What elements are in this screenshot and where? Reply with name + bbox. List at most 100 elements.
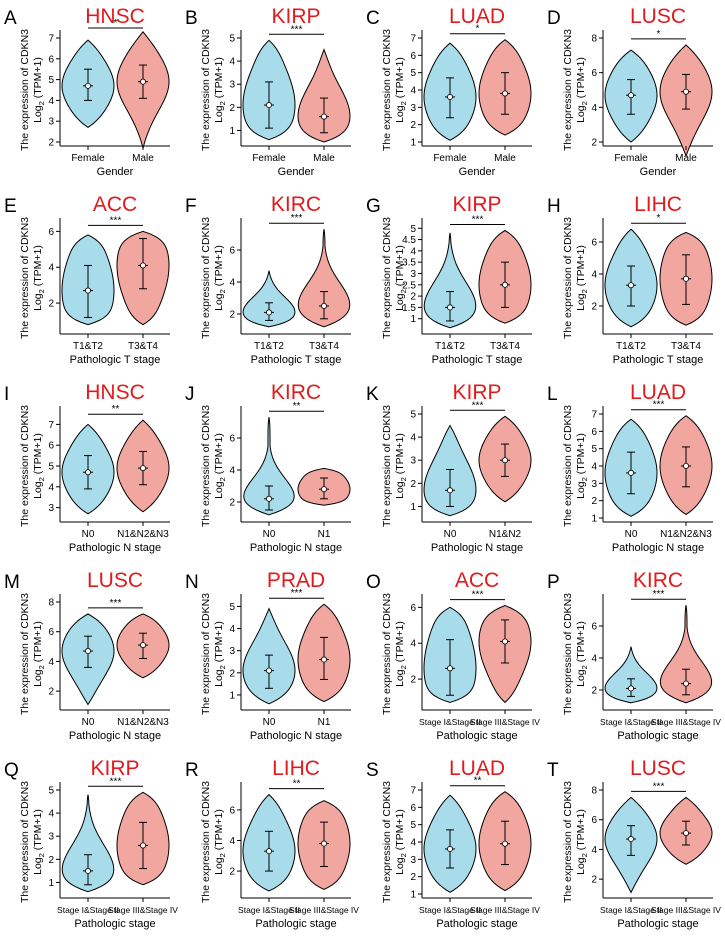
y-tick-label: 2 [410,872,416,883]
x-tick-label: T3&T4 [671,341,701,352]
y-axis-label: The expression of CDKN3 Log2 (TPM+1) [381,781,408,903]
y-axis-label-line1: The expression of CDKN3 [562,405,574,527]
y-tick-label: 6 [591,238,597,249]
y-axis-label-line2: Log2 (TPM+1) [213,433,227,499]
y-tick-label: 5 [410,68,416,79]
panel-title: HNSC [85,5,145,28]
median-point [628,469,635,476]
y-axis-label: The expression of CDKN3 Log2 (TPM+1) [19,593,46,715]
y-tick-label: 3 [48,832,54,843]
sig-label: *** [110,598,122,609]
y-axis-label-line2: Log2 (TPM+1) [394,245,408,311]
y-axis-label: The expression of CDKN3 Log2 (TPM+1) [200,217,227,339]
y-tick-label: 2 [229,668,235,679]
ylabel-sub: 2 [37,665,46,669]
panel-I: I HNSC The expression of CDKN3 Log2 (TPM+1)… [4,381,170,554]
ylabel-sub: 2 [37,853,46,857]
ylabel-tail: (TPM+1) [575,621,587,665]
median-point [447,845,454,852]
panel-title: KIRP [271,5,320,28]
x-axis-title: Pathologic stage [436,918,517,930]
panel-letter: K [366,384,379,405]
ylabel-sub: 2 [37,101,46,105]
y-axis-label-line2: Log2 (TPM+1) [394,809,408,875]
x-tick-label: Female [433,153,467,164]
sig-label: *** [653,400,665,411]
y-axis-label: The expression of CDKN3 Log2 (TPM+1) [19,217,46,339]
x-tick-label: T1&T2 [435,341,465,352]
y-axis-label: The expression of CDKN3 Log2 (TPM+1) [381,29,408,151]
ylabel-log: Log [213,293,225,311]
panel-title: LUAD [449,757,505,780]
panel-letter: Q [4,760,19,781]
x-tick-label: Stage I&Stage II [238,905,300,915]
sig-label: *** [110,776,122,787]
y-tick-label: 1 [410,314,416,325]
panel-title: LUSC [87,569,143,592]
median-point [266,309,273,316]
x-tick-label: Stage I&Stage II [419,905,481,915]
y-axis-label-line1: The expression of CDKN3 [200,593,212,715]
ylabel-sub: 2 [399,665,408,669]
x-tick-label: T1&T2 [616,341,646,352]
violin-2 [659,605,713,704]
x-tick-label: T3&T4 [309,341,339,352]
median-point [266,848,273,855]
ylabel-sub: 2 [399,101,408,105]
y-tick-label: 6 [48,54,54,65]
y-tick-label: 2 [48,855,54,866]
ylabel-tail: (TPM+1) [575,57,587,101]
y-tick-label: 2 [229,498,235,509]
x-tick-label: Stage III&Stage IV [651,905,721,915]
ylabel-tail: (TPM+1) [575,433,587,477]
x-tick-label: Stage I&Stage II [419,717,481,727]
y-tick-label: 4 [229,466,235,477]
ylabel-sub: 2 [218,853,227,857]
y-tick-label: 1 [591,514,597,525]
x-tick-label: Female [252,153,286,164]
y-axis-label-line1: The expression of CDKN3 [381,217,393,339]
y-axis-label: The expression of CDKN3 Log2 (TPM+1) [562,29,589,151]
x-axis-title: Pathologic N stage [69,542,161,554]
ylabel-log: Log [575,293,587,311]
y-tick-label: 5 [591,444,597,455]
y-tick-label: 4 [591,654,597,665]
median-point [447,304,454,311]
y-tick-label: 6 [591,68,597,79]
y-tick-label: 7 [410,34,416,45]
x-tick-label: Stage I&Stage II [600,717,662,727]
ylabel-sub: 2 [580,101,589,105]
y-axis-label-line2: Log2 (TPM+1) [575,245,589,311]
x-axis-title: Pathologic N stage [612,542,704,554]
ylabel-log: Log [32,857,44,875]
y-tick-label: 1 [229,690,235,701]
ylabel-log: Log [32,669,44,687]
panel-title: LUAD [449,5,505,28]
x-tick-label: T3&T4 [490,341,520,352]
y-tick-label: 5 [410,820,416,831]
y-tick-label: 4 [410,838,416,849]
median-point [628,282,635,289]
panel-title: LUSC [630,5,686,28]
y-tick-label: 4 [48,657,54,668]
y-tick-label: 7 [410,786,416,797]
x-axis-title: Pathologic N stage [69,730,161,742]
y-tick-label: 1 [410,890,416,901]
ylabel-log: Log [213,669,225,687]
y-tick-label: 1 [48,878,54,889]
panel-letter: P [547,572,560,593]
y-axis-label-line2: Log2 (TPM+1) [213,245,227,311]
x-tick-label: N1&N2&N3 [117,717,169,728]
y-tick-label: 4 [410,433,416,444]
median-point [139,465,146,472]
ylabel-sub: 2 [218,101,227,105]
y-tick-label: 3 [410,456,416,467]
panel-letter: S [366,760,379,781]
ylabel-log: Log [575,669,587,687]
y-tick-label: 4 [229,278,235,289]
